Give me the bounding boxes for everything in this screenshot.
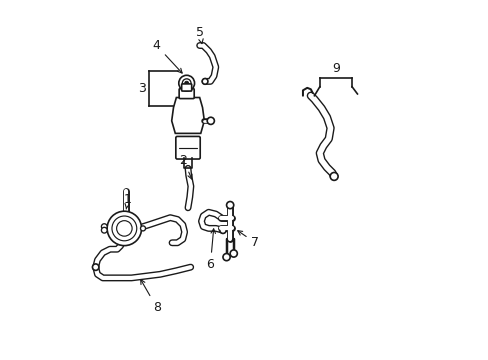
Text: 5: 5 bbox=[195, 27, 203, 44]
FancyBboxPatch shape bbox=[176, 136, 200, 159]
Text: 7: 7 bbox=[237, 231, 259, 249]
Text: 9: 9 bbox=[331, 62, 339, 75]
Polygon shape bbox=[171, 98, 204, 134]
FancyBboxPatch shape bbox=[181, 84, 191, 91]
Circle shape bbox=[140, 226, 145, 231]
Circle shape bbox=[92, 264, 99, 270]
Circle shape bbox=[223, 253, 230, 261]
Circle shape bbox=[107, 211, 142, 246]
Circle shape bbox=[101, 227, 107, 233]
Circle shape bbox=[202, 78, 207, 84]
FancyBboxPatch shape bbox=[179, 89, 194, 99]
Circle shape bbox=[230, 250, 237, 257]
Text: 1: 1 bbox=[124, 193, 132, 209]
Circle shape bbox=[226, 202, 233, 209]
Text: 3: 3 bbox=[138, 82, 146, 95]
Circle shape bbox=[329, 172, 337, 180]
Circle shape bbox=[184, 81, 188, 85]
Text: 8: 8 bbox=[141, 280, 161, 314]
Text: 2: 2 bbox=[179, 154, 192, 179]
Circle shape bbox=[101, 224, 107, 229]
Circle shape bbox=[219, 227, 226, 233]
Text: 6: 6 bbox=[206, 229, 215, 271]
Text: 4: 4 bbox=[152, 39, 182, 73]
Circle shape bbox=[179, 75, 194, 91]
Circle shape bbox=[207, 117, 214, 125]
